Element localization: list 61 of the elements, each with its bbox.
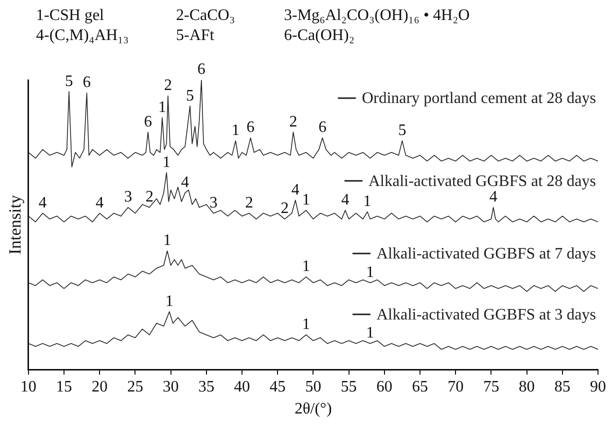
x-tick-label: 75 [483, 378, 500, 396]
annotation: 2 [280, 200, 289, 218]
x-tick-label: 10 [20, 378, 36, 396]
annotation: 3 [210, 194, 218, 212]
x-tick-label: 40 [234, 378, 250, 396]
annotation: 1 [302, 192, 310, 209]
annotation: 1 [302, 258, 310, 276]
x-axis-title: 2θ/(°) [294, 400, 332, 418]
annotation: 1 [162, 154, 171, 171]
annotation: 1 [302, 316, 310, 334]
annotation: 4 [341, 192, 350, 209]
annotation: 5 [186, 87, 194, 104]
text: 4-(C,M)₄AH₁₃ [36, 26, 130, 46]
text: 6-Ca(OH)₂ [284, 26, 356, 46]
annotation: 2 [145, 188, 154, 206]
legend-label: Alkali-activated GGBFS at 3 days [376, 306, 596, 324]
x-tick-label: 45 [270, 378, 286, 396]
x-tick-label: 15 [56, 378, 72, 396]
annotation: 1 [158, 98, 166, 116]
x-tick-label: 50 [305, 378, 322, 396]
annotation: 4 [291, 181, 300, 198]
x-tick-label: 35 [198, 378, 214, 396]
x-tick-label: 80 [518, 378, 535, 396]
annotation: 4 [96, 194, 104, 212]
annotation: 1 [165, 292, 174, 310]
annotation: 1 [232, 122, 240, 140]
annotation: 6 [144, 113, 152, 130]
x-tick-label: 25 [127, 378, 144, 396]
x-tick-label: 90 [590, 378, 606, 396]
x-tick-label: 30 [162, 378, 179, 396]
x-tick-label: 85 [554, 378, 570, 396]
annotation: 4 [489, 188, 498, 206]
x-tick-label: 70 [448, 378, 464, 396]
annotation: 6 [246, 119, 255, 136]
y-axis-title: Intensity [6, 194, 25, 255]
x-tick-label: 55 [340, 378, 357, 396]
text: 2-CaCO₃ [176, 6, 236, 26]
text: 5-AFt [176, 26, 216, 46]
annotation: 1 [366, 264, 374, 281]
annotation: 5 [398, 122, 406, 140]
x-tick-label: 60 [376, 378, 392, 396]
text: 3-Mg₆Al₂CO₃(OH)₁₆ • 4H₂O [284, 6, 471, 26]
annotation: 1 [363, 192, 372, 210]
annotation: 1 [163, 232, 172, 250]
annotation: 6 [82, 74, 91, 92]
annotation: 2 [164, 77, 172, 94]
text: 1-CSH gel [36, 6, 105, 26]
annotation: 6 [197, 61, 206, 78]
annotation: 6 [318, 119, 326, 136]
legend-label: Alkali-activated GGBFS at 7 days [376, 246, 596, 263]
annotation: 4 [38, 194, 47, 212]
annotation: 2 [289, 113, 298, 130]
annotation: 1 [366, 324, 374, 342]
annotation: 5 [64, 72, 73, 90]
x-tick-label: 20 [92, 378, 108, 396]
legend-label: Alkali-activated GGBFS at 28 days [368, 172, 596, 190]
x-tick-label: 65 [412, 378, 428, 396]
annotation: 3 [124, 188, 132, 206]
annotation: 4 [181, 174, 190, 192]
legend-label: Ordinary portland cement at 28 days [362, 90, 596, 108]
annotation: 2 [245, 194, 254, 212]
